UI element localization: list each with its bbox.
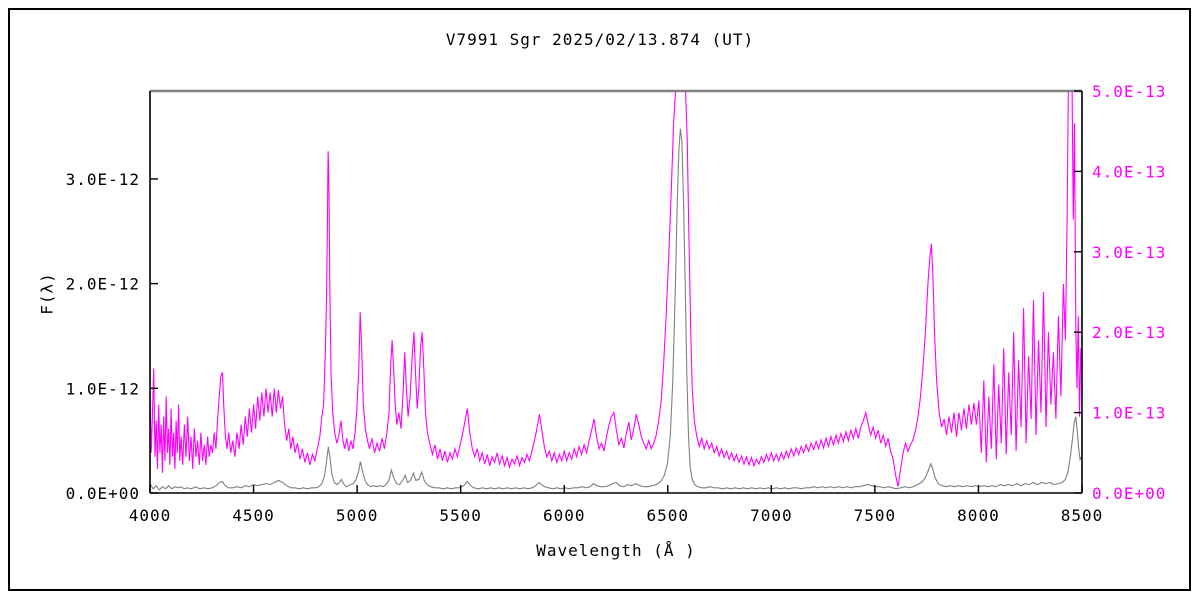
x-tick-label: 7000 [750,506,793,525]
x-tick-label: 6500 [647,506,690,525]
y-right-tick-label: 5.0E-13 [1092,82,1166,101]
y-right-tick-label: 0.0E+00 [1092,484,1166,503]
series-spectrum-left-scale [149,128,1083,491]
y-left-tick-label: 1.0E-12 [66,379,140,398]
y-right-tick-label: 2.0E-13 [1092,323,1166,342]
x-tick-label: 8000 [957,506,1000,525]
y-right-tick-label: 1.0E-13 [1092,404,1166,423]
y-right-tick-label: 3.0E-13 [1092,243,1166,262]
y-left-tick-label: 0.0E+00 [66,484,140,503]
y-axis-label: F(λ) [37,272,57,315]
x-axis-label: Wavelength (Å ) [536,541,696,560]
x-tick-label: 6000 [543,506,586,525]
y-left-tick-label: 3.0E-12 [66,170,140,189]
x-tick-label: 8500 [1061,506,1104,525]
x-tick-label: 4000 [129,506,172,525]
x-tick-label: 5000 [336,506,379,525]
x-tick-label: 4500 [232,506,275,525]
x-tick-label: 7500 [854,506,897,525]
y-right-tick-label: 4.0E-13 [1092,162,1166,181]
series-spectrum-right-scale [149,90,1083,487]
chart-title: V7991 Sgr 2025/02/13.874 (UT) [445,30,755,49]
y-left-tick-label: 2.0E-12 [66,275,140,294]
x-tick-label: 5500 [439,506,482,525]
